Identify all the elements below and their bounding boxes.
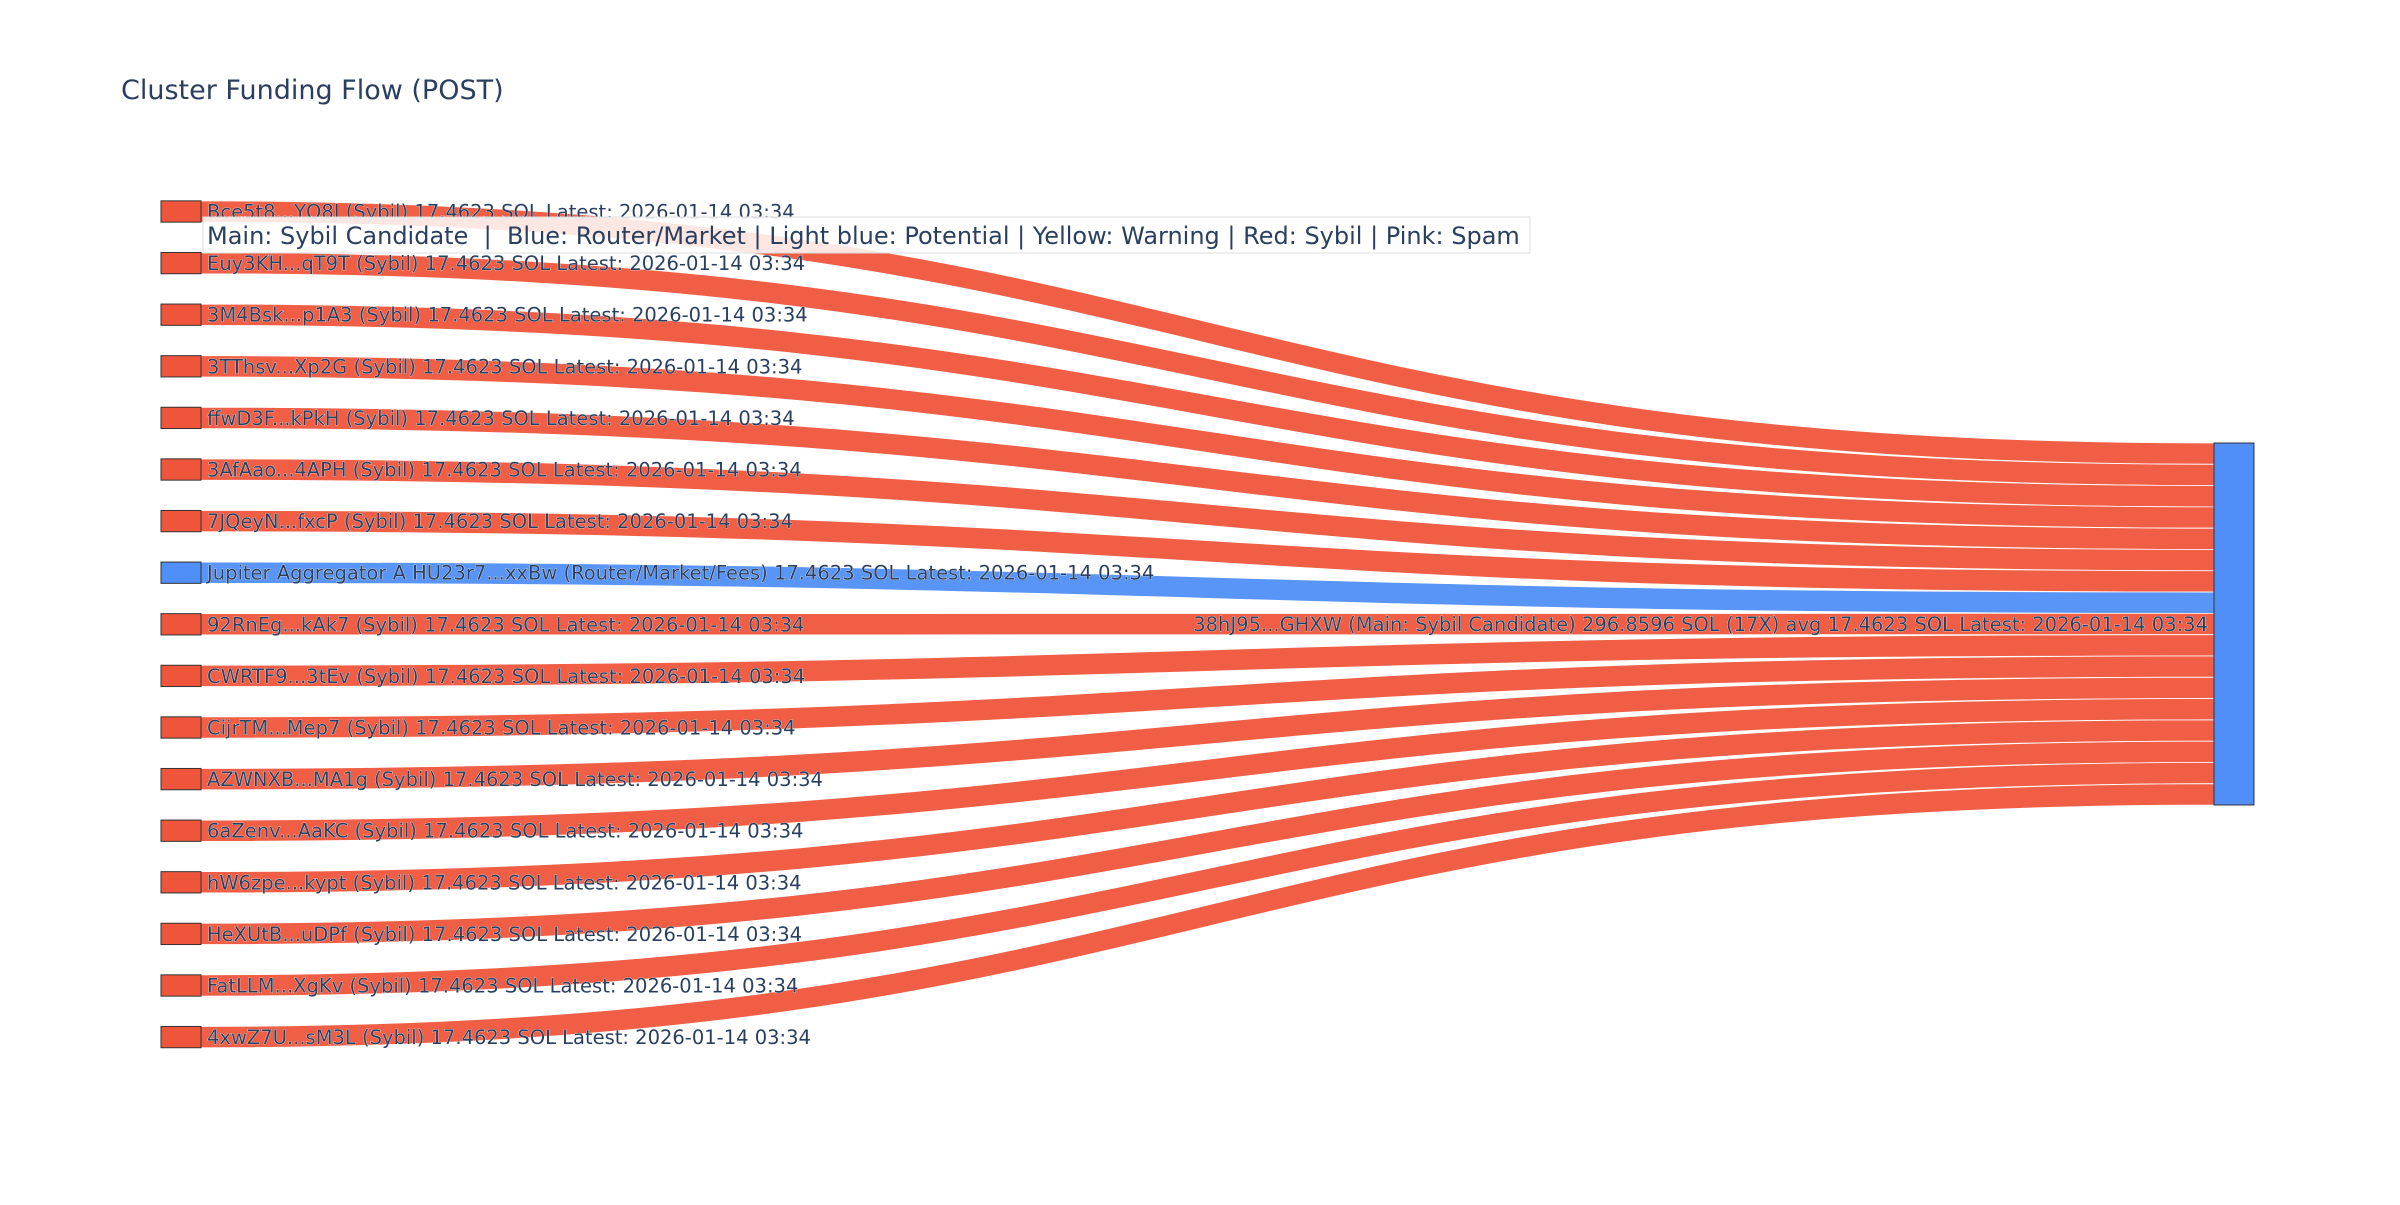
source-node-label: hW6zpe...kypt (Sybil) 17.4623 SOL Latest… — [207, 871, 802, 894]
source-node[interactable] — [160, 509, 202, 533]
source-node[interactable] — [160, 458, 202, 481]
source-node[interactable] — [160, 664, 202, 688]
source-node[interactable] — [160, 922, 202, 946]
source-node-label: HeXUtB...uDPf (Sybil) 17.4623 SOL Latest… — [207, 923, 802, 946]
source-node[interactable] — [160, 200, 202, 223]
source-node[interactable] — [160, 561, 202, 584]
source-node-label: FatLLM...XgKv (Sybil) 17.4623 SOL Latest… — [207, 975, 798, 998]
source-node-label: 3TThsv...Xp2G (Sybil) 17.4623 SOL Latest… — [207, 355, 802, 378]
source-node-label: 4xwZ7U...sM3L (Sybil) 17.4623 SOL Latest… — [207, 1026, 811, 1049]
links-layer — [200, 200, 2215, 1049]
source-node[interactable] — [160, 974, 202, 997]
source-node-label: CWRTF9...3tEv (Sybil) 17.4623 SOL Latest… — [207, 665, 805, 688]
source-node[interactable] — [160, 1025, 202, 1049]
labels-layer: Bce5t8...YQ8J (Sybil) 17.4623 SOL Latest… — [205, 200, 2209, 1049]
source-node[interactable] — [160, 819, 202, 842]
nodes-layer — [160, 200, 2255, 1049]
source-node[interactable] — [160, 251, 202, 275]
source-node-label: 7JQeyN...fxcP (Sybil) 17.4623 SOL Latest… — [207, 510, 793, 533]
source-node-label: 6aZenv...AaKC (Sybil) 17.4623 SOL Latest… — [207, 820, 803, 843]
source-node[interactable] — [160, 406, 202, 430]
source-node-label: Jupiter Aggregator A HU23r7...xxBw (Rout… — [205, 562, 1154, 585]
source-node-label: AZWNXB...MA1g (Sybil) 17.4623 SOL Latest… — [207, 768, 823, 791]
legend-annotation: Main: Sybil Candidate | Blue: Router/Mar… — [202, 216, 1531, 254]
legend-box — [202, 216, 1531, 254]
source-node-label: 92RnEg...kAk7 (Sybil) 17.4623 SOL Latest… — [207, 613, 804, 636]
source-node[interactable] — [160, 716, 202, 739]
source-node-label: 3M4Bsk...p1A3 (Sybil) 17.4623 SOL Latest… — [207, 304, 808, 327]
source-node-label: 3AfAao...4APH (Sybil) 17.4623 SOL Latest… — [207, 459, 802, 482]
legend-text: Main: Sybil Candidate | Blue: Router/Mar… — [207, 222, 1520, 250]
source-node[interactable] — [160, 355, 202, 378]
target-node-label: 38hJ95...GHXW (Main: Sybil Candidate) 29… — [1193, 613, 2208, 636]
source-node-label: Euy3KH...qT9T (Sybil) 17.4623 SOL Latest… — [207, 252, 805, 275]
source-node[interactable] — [160, 303, 202, 326]
source-node[interactable] — [160, 613, 202, 636]
source-node[interactable] — [160, 871, 202, 894]
target-node[interactable] — [2213, 442, 2255, 806]
source-node-label: ffwD3F...kPkH (Sybil) 17.4623 SOL Latest… — [207, 407, 795, 430]
source-node-label: CijrTM...Mep7 (Sybil) 17.4623 SOL Latest… — [207, 717, 796, 740]
source-node[interactable] — [160, 767, 202, 791]
chart-title: Cluster Funding Flow (POST) — [121, 75, 504, 106]
